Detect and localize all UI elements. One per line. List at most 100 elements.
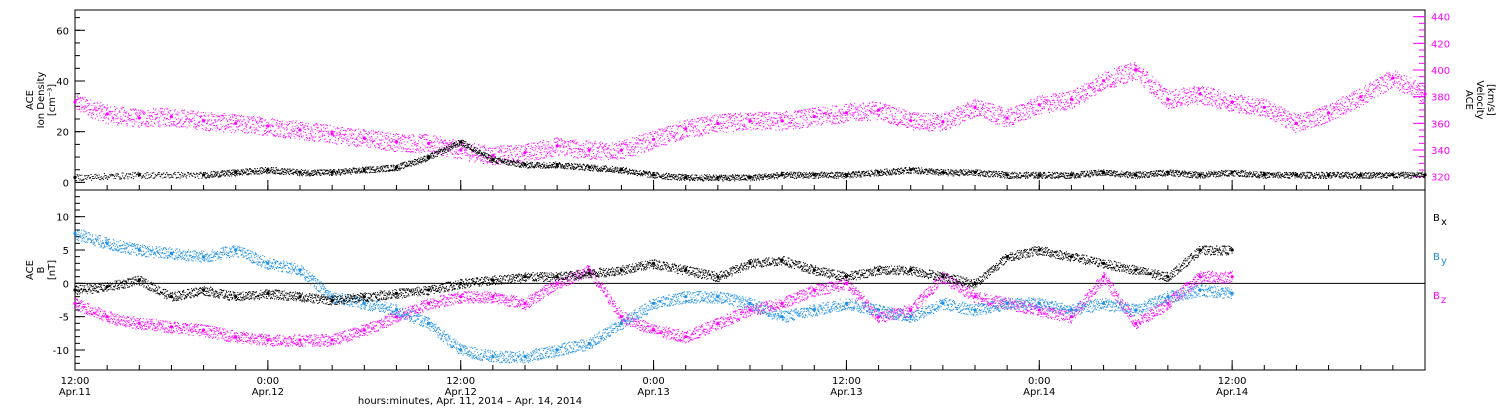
velocity-series-dot	[659, 129, 661, 131]
velocity-series-dot	[384, 137, 386, 139]
velocity-series-dot	[241, 123, 243, 125]
velocity-series-dot	[519, 148, 521, 150]
velocity-series-dot	[1014, 118, 1016, 120]
velocity-series-dot	[902, 116, 904, 118]
velocity-series-dot	[1333, 109, 1335, 111]
velocity-series-dot	[1314, 125, 1316, 127]
velocity-series-dot	[627, 149, 629, 151]
velocity-series-dot	[486, 161, 488, 163]
velocity-series-dot	[1059, 109, 1061, 111]
velocity-series-dot	[151, 116, 153, 118]
velocity-series-dot	[117, 122, 119, 124]
velocity-series-dot	[432, 148, 434, 150]
velocity-series-dot	[139, 113, 141, 115]
velocity-series-dot	[647, 136, 649, 138]
velocity-series-dot	[148, 126, 150, 128]
velocity-series-dot	[840, 119, 841, 121]
velocity-series-dot	[859, 105, 861, 107]
velocity-series-dot	[593, 152, 595, 154]
velocity-series-dot	[1291, 124, 1293, 126]
velocity-series-dot	[620, 151, 622, 153]
velocity-series-dot	[207, 120, 209, 122]
velocity-series-dot	[229, 119, 231, 121]
velocity-series-dot	[1254, 108, 1256, 110]
velocity-series-dot	[271, 119, 273, 121]
velocity-series-dot	[605, 143, 607, 145]
velocity-series-dot	[1360, 100, 1362, 102]
velocity-series-dot	[1043, 102, 1045, 104]
velocity-series-dot	[232, 119, 234, 121]
velocity-series-dot	[1274, 121, 1276, 123]
velocity-series-dot	[411, 145, 413, 147]
velocity-series-dot	[796, 123, 798, 125]
velocity-series-dot	[718, 123, 720, 125]
velocity-series-dot	[990, 110, 992, 112]
velocity-series-dot	[383, 148, 385, 150]
velocity-series-dot	[1054, 101, 1056, 103]
velocity-series-dot	[857, 114, 859, 116]
velocity-series-dot	[944, 113, 946, 115]
velocity-series-dot	[834, 116, 836, 118]
velocity-series-dot	[304, 128, 306, 130]
velocity-series-dot	[721, 127, 723, 129]
velocity-series-dot	[1079, 97, 1081, 99]
velocity-series-dot	[924, 115, 926, 117]
velocity-series-dot	[439, 151, 441, 153]
velocity-series-dot	[1192, 87, 1194, 89]
velocity-series-dot	[904, 118, 906, 120]
velocity-series-dot	[1017, 109, 1019, 111]
velocity-series-dot	[1120, 78, 1122, 80]
velocity-series-dot	[1332, 118, 1334, 120]
velocity-series-dot	[222, 114, 224, 116]
velocity-series-dot	[1277, 111, 1279, 113]
velocity-series-dot	[1070, 95, 1072, 97]
velocity-series-dot	[1257, 107, 1259, 109]
velocity-series-dot	[554, 138, 556, 140]
velocity-series-dot	[460, 153, 462, 155]
velocity-series-dot	[1028, 111, 1030, 113]
velocity-series-dot	[290, 132, 292, 134]
velocity-series-dot	[830, 112, 832, 114]
velocity-series-dot	[287, 136, 289, 138]
velocity-series-dot	[1218, 89, 1220, 91]
velocity-series-dot	[846, 103, 848, 105]
velocity-series-dot	[328, 140, 330, 142]
velocity-series-dot	[1086, 93, 1088, 95]
velocity-series-dot	[289, 136, 291, 138]
velocity-series-dot	[853, 117, 855, 119]
velocity-series-dot	[1251, 99, 1253, 101]
velocity-series-dot	[1204, 97, 1206, 99]
velocity-series-dot	[1093, 91, 1095, 93]
velocity-series-dot	[1163, 93, 1165, 95]
velocity-series-dot	[984, 116, 986, 118]
velocity-series-dot	[220, 120, 222, 122]
velocity-series-dot	[883, 103, 885, 105]
velocity-series-dot	[836, 106, 838, 108]
velocity-series-dot	[1148, 79, 1150, 81]
velocity-series-dot	[1055, 93, 1057, 95]
velocity-series-dot	[583, 144, 585, 146]
velocity-series-dot	[1171, 103, 1173, 105]
velocity-series-dot	[610, 149, 612, 151]
velocity-series-dot	[1089, 85, 1091, 87]
velocity-series-dot	[756, 118, 758, 120]
velocity-series-dot	[211, 114, 213, 116]
velocity-series-dot	[761, 115, 763, 117]
velocity-series-dot	[1330, 113, 1332, 115]
velocity-series-dot	[98, 112, 100, 114]
velocity-series-dot	[889, 114, 891, 116]
velocity-series-dot	[561, 143, 563, 145]
velocity-series-dot	[699, 117, 701, 119]
velocity-series-dot	[1369, 95, 1371, 97]
velocity-series-dot	[264, 132, 266, 134]
velocity-series-dot	[472, 156, 474, 158]
velocity-series-dot	[1218, 98, 1220, 100]
velocity-series-dot	[1101, 76, 1103, 78]
velocity-series-dot	[695, 121, 697, 123]
velocity-series-dot	[604, 146, 606, 148]
velocity-series-dot	[412, 151, 414, 153]
velocity-series-dot	[649, 132, 651, 134]
velocity-series-dot	[428, 144, 430, 146]
top-y2label-line: ACE	[1463, 90, 1474, 110]
velocity-series-dot	[1152, 88, 1154, 90]
